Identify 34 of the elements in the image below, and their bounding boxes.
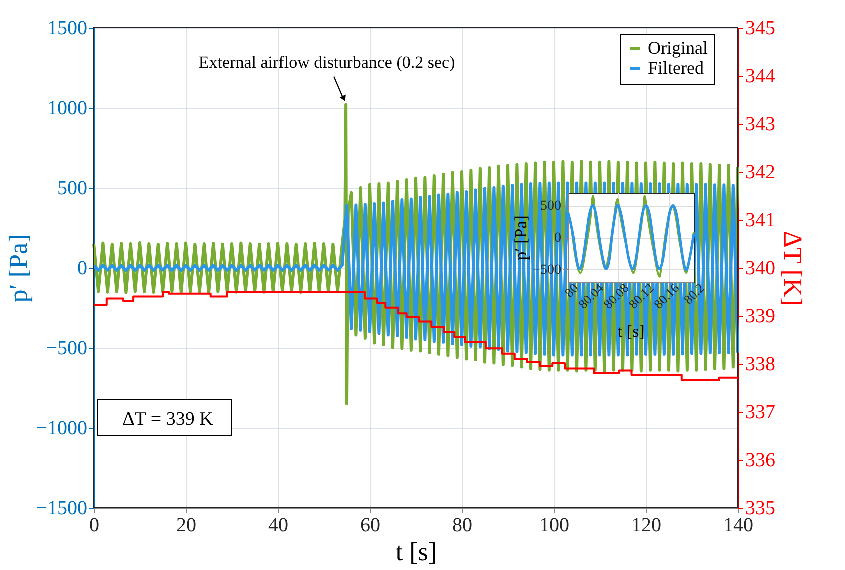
annotation: External airflow disturbance (0.2 sec): [198, 52, 456, 72]
x-axis-title: t [s]: [396, 538, 438, 566]
legend-label: Filtered: [648, 58, 704, 78]
y2-tick-label: 337: [746, 402, 776, 424]
y-tick-label: 500: [58, 178, 88, 200]
y2-tick-label: 339: [746, 306, 776, 328]
y-axis-title: p′ [Pa]: [512, 216, 531, 260]
y2-tick-label: 342: [746, 162, 776, 184]
y2-tick-label: 336: [746, 450, 776, 472]
x-tick-label: 100: [540, 514, 570, 536]
y2-tick-label: 343: [746, 114, 776, 136]
y2-tick-label: 338: [746, 354, 776, 376]
x-tick-label: 80: [452, 514, 472, 536]
y-axis-title: p′ [Pa]: [4, 234, 34, 303]
legend-label: Original: [648, 38, 708, 58]
y-tick-label: 0: [78, 258, 88, 280]
y2-tick-label: 341: [746, 210, 776, 232]
x-tick-label: 120: [632, 514, 662, 536]
annotation: ΔT = 339 K: [122, 409, 214, 430]
y2-tick-label: 345: [746, 18, 776, 40]
x-tick-label: 80: [562, 280, 582, 300]
y2-tick-label: 344: [746, 66, 776, 88]
y-tick-label: −1500: [36, 498, 88, 520]
x-tick-label: 40: [268, 514, 288, 536]
x-tick-label: 60: [360, 514, 380, 536]
y-tick-label: 1500: [48, 18, 88, 40]
line-series: [566, 204, 696, 272]
y-tick-label: 1000: [48, 98, 88, 120]
y-tick-label: −500: [46, 338, 88, 360]
x-tick-label: 80.2: [680, 280, 708, 308]
y2-tick-label: 340: [746, 258, 776, 280]
y2-axis-title: ΔT [K]: [778, 231, 808, 306]
y-tick-label: −1000: [36, 418, 88, 440]
x-tick-label: 20: [176, 514, 196, 536]
